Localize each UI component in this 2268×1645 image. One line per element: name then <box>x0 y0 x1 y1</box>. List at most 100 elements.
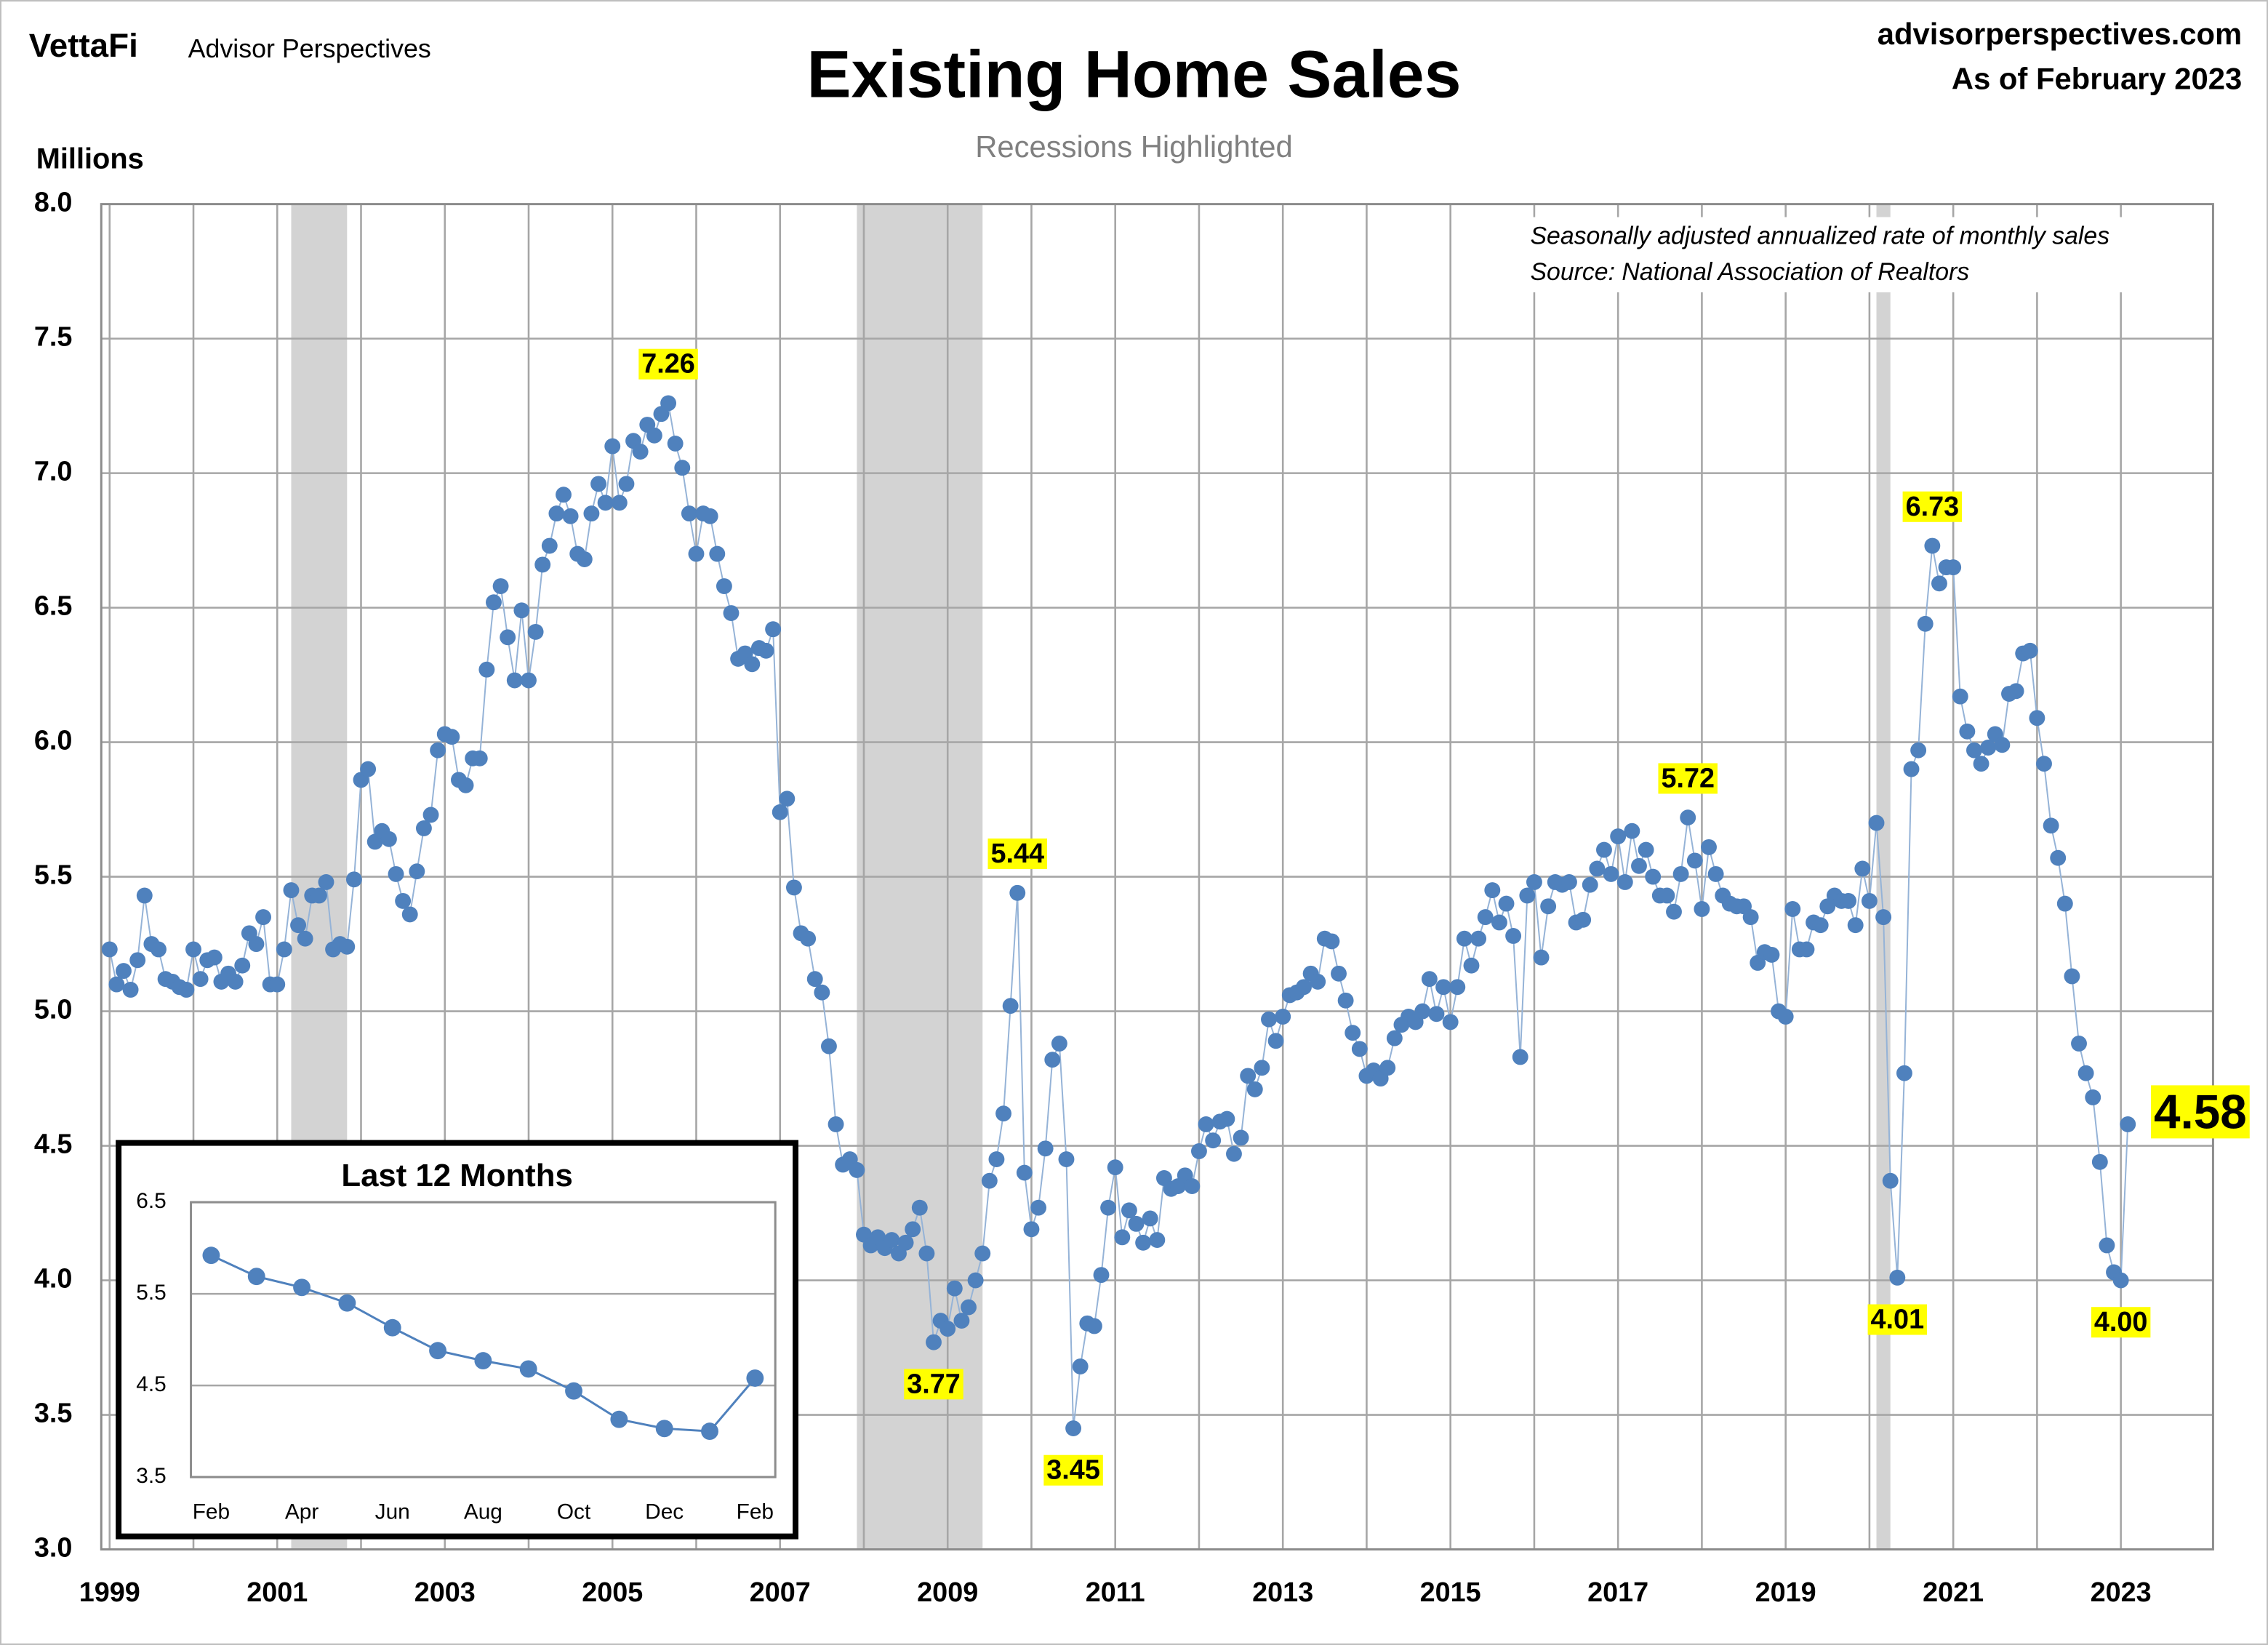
value-label-background <box>1902 491 1963 522</box>
data-point <box>655 1420 673 1438</box>
data-point <box>632 444 649 460</box>
data-point <box>849 1161 865 1178</box>
data-point <box>1086 1318 1102 1334</box>
data-point <box>583 505 600 522</box>
data-point <box>1840 892 1857 909</box>
x-tick-label: 2015 <box>1420 1577 1481 1608</box>
data-point <box>116 963 132 980</box>
data-point <box>1847 917 1864 934</box>
data-point <box>1351 1041 1368 1057</box>
data-point <box>255 909 271 926</box>
data-point <box>646 427 662 444</box>
data-point <box>1386 1030 1403 1046</box>
data-point <box>1135 1234 1152 1251</box>
y-tick-label: 6.5 <box>136 1189 166 1213</box>
x-tick-label: 2005 <box>582 1577 643 1608</box>
data-point <box>988 1151 1005 1168</box>
data-point <box>310 887 327 904</box>
data-point <box>1149 1232 1166 1249</box>
value-label: 6.73 <box>1906 492 1960 522</box>
data-point <box>1233 1129 1249 1146</box>
plot-frame <box>190 1201 777 1478</box>
data-point <box>800 930 817 947</box>
x-tick-label: Oct <box>557 1500 591 1524</box>
data-point <box>360 761 377 777</box>
y-tick-label: 4.5 <box>136 1372 166 1396</box>
data-point <box>1868 815 1885 831</box>
data-point <box>562 508 579 524</box>
data-point <box>576 551 593 567</box>
data-point <box>828 1116 844 1132</box>
data-point <box>1694 901 1710 917</box>
data-point <box>521 672 537 689</box>
data-point <box>1589 860 1606 877</box>
data-point <box>597 495 614 511</box>
data-point <box>967 1272 984 1289</box>
value-label-background <box>1867 1304 1928 1335</box>
data-point <box>1952 688 1968 705</box>
data-point <box>1037 1140 1054 1157</box>
data-point <box>1205 1132 1222 1149</box>
publisher: Advisor Perspectives <box>188 34 431 63</box>
data-point <box>506 672 523 689</box>
data-point <box>1456 930 1472 947</box>
y-axis-label: Millions <box>36 143 144 175</box>
value-label: 3.77 <box>907 1369 961 1399</box>
data-point <box>1226 1145 1242 1162</box>
data-point <box>995 1105 1011 1122</box>
data-point <box>618 476 635 492</box>
data-point <box>519 1360 537 1378</box>
data-point <box>939 1321 956 1337</box>
x-tick-label: Dec <box>645 1500 684 1524</box>
data-point <box>185 941 201 958</box>
data-point <box>2029 710 2045 727</box>
data-point <box>961 1299 977 1316</box>
data-point <box>101 941 118 958</box>
data-point <box>1610 828 1627 845</box>
data-point <box>339 938 356 955</box>
data-point <box>1707 865 1724 882</box>
data-point <box>590 476 606 492</box>
y-tick-label: 5.5 <box>136 1281 166 1305</box>
value-label-background <box>904 1369 963 1400</box>
data-point <box>415 820 432 836</box>
data-point <box>1414 1003 1431 1020</box>
chart-title: Existing Home Sales <box>806 38 1461 112</box>
data-point <box>1491 914 1507 931</box>
data-point <box>806 971 823 988</box>
x-tick-label: 2007 <box>750 1577 811 1608</box>
data-point <box>1470 930 1487 947</box>
data-point <box>1310 973 1326 990</box>
x-tick-label: Feb <box>737 1500 774 1524</box>
y-tick-label: 4.5 <box>34 1129 73 1160</box>
data-point <box>1624 822 1640 839</box>
data-point <box>409 863 425 880</box>
data-point <box>1323 933 1340 950</box>
chart-subtitle: Recessions Highlighted <box>975 129 1292 164</box>
date-note: As of February 2023 <box>1952 62 2242 96</box>
data-point <box>1065 1420 1082 1436</box>
data-point <box>1058 1151 1075 1168</box>
data-point <box>667 435 684 452</box>
data-point <box>151 941 167 958</box>
data-point <box>1030 1199 1047 1216</box>
data-point <box>1875 909 1892 926</box>
note: Source: National Association of Realtors <box>1531 258 1970 286</box>
data-point <box>660 395 677 412</box>
notes-background <box>1521 217 2187 292</box>
data-point <box>1889 1269 1906 1286</box>
data-point <box>293 1278 311 1297</box>
value-label-background <box>987 838 1048 870</box>
data-point <box>297 930 313 947</box>
data-point <box>2064 968 2080 985</box>
x-tick-label: Feb <box>193 1500 230 1524</box>
data-point <box>821 1038 837 1054</box>
data-point <box>444 729 460 745</box>
y-tick-label: 3.5 <box>34 1398 73 1429</box>
data-point <box>248 936 265 953</box>
data-point <box>604 438 621 455</box>
data-point <box>1142 1210 1158 1227</box>
data-point <box>1924 537 1941 554</box>
data-point <box>1603 865 1619 882</box>
